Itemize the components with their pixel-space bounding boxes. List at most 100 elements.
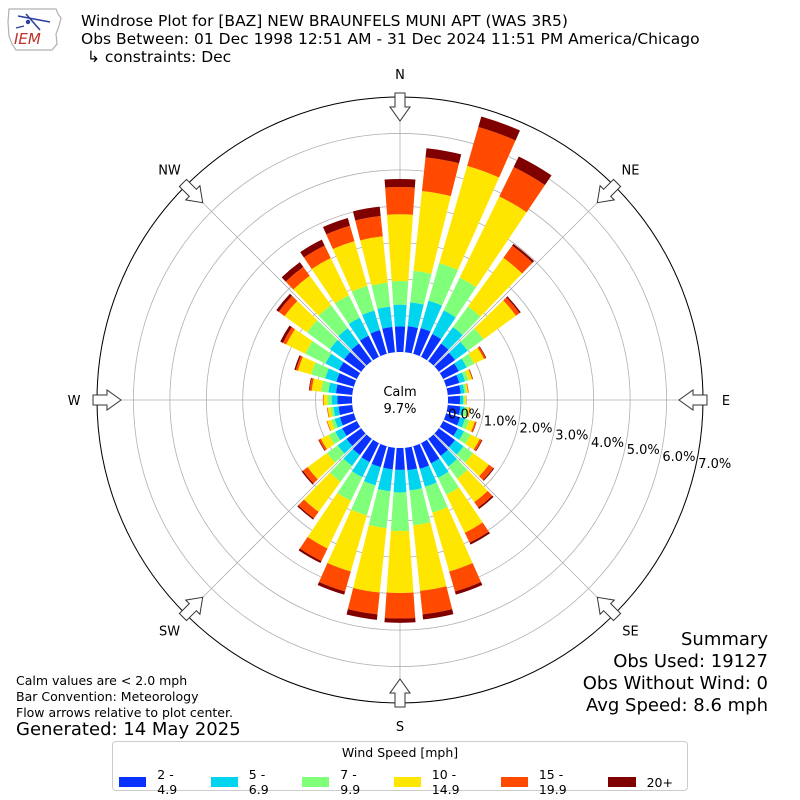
windrose-bar-segment [483, 467, 495, 481]
windrose-bar-segment [331, 395, 338, 405]
windrose-bar-segment [428, 343, 449, 366]
windrose-bar-segment [309, 377, 314, 391]
windrose-bar-segment [339, 413, 357, 426]
windrose-bar-segment [469, 369, 474, 380]
windrose-bar-segment [276, 293, 293, 312]
windrose-bar-segment [473, 438, 482, 451]
radial-tick-label: 5.0% [627, 443, 660, 458]
windrose-bar-segment [384, 592, 416, 619]
windrose-bar-segment [422, 609, 454, 620]
windrose-bar-segment [457, 417, 466, 428]
windrose-bar-segment [298, 499, 319, 519]
summary-obs-used: Obs Used: 19127 [613, 651, 768, 672]
windrose-bar-segment [462, 406, 468, 417]
legend-swatch [302, 777, 330, 787]
windrose-bar-segment [327, 509, 367, 572]
windrose-bar-segment [472, 421, 477, 433]
windrose-bar-segment [468, 369, 473, 380]
generated-date: Generated: 14 May 2025 [16, 719, 241, 740]
windrose-bar-segment [326, 445, 345, 463]
windrose-bar-segment [393, 469, 407, 493]
direction-label: E [722, 394, 730, 409]
windrose-bar-segment [305, 340, 332, 364]
windrose-bar-segment [447, 395, 461, 405]
windrose-bar-segment [421, 333, 442, 361]
windrose-bar-segment [410, 270, 432, 305]
windrose-bar-segment [459, 196, 527, 288]
calm-label: Calm [383, 385, 416, 400]
flow-arrow-icon [178, 596, 204, 622]
legend-item: 2 - 4.9 [119, 767, 197, 797]
summary-avg-speed: Avg Speed: 8.6 mph [586, 695, 768, 716]
windrose-bar-segment [453, 428, 465, 440]
windrose-bar-segment [336, 373, 357, 387]
radial-tick-label: 2.0% [520, 422, 553, 437]
windrose-bar-segment [370, 330, 387, 357]
windrose-bar-segment [294, 355, 301, 371]
windrose-bar-segment [347, 587, 380, 615]
bar-convention-note: Bar Convention: Meteorology [16, 689, 199, 704]
legend-items: 2 - 4.9 5 - 6.9 7 - 9.9 10 - 14.9 15 - 19.9 2… [119, 767, 687, 797]
windrose-bar-segment [441, 326, 463, 350]
windrose-bar-segment [346, 428, 366, 446]
windrose-bar-segment [428, 263, 458, 306]
windrose-bar-segment [446, 405, 461, 415]
windrose-bar-segment [328, 431, 341, 445]
windrose-bar-segment [285, 266, 310, 290]
windrose-bar-segment [459, 395, 464, 405]
windrose-bar-segment [463, 395, 465, 405]
windrose-bar-segment [506, 296, 521, 314]
radial-tick-label: 3.0% [555, 429, 588, 444]
windrose-bar-segment [421, 157, 460, 197]
windrose-bar-segment [329, 458, 353, 482]
windrose-bar-segment [391, 280, 409, 305]
windrose-bar-segment [454, 358, 467, 372]
windrose-bar-segment [474, 490, 493, 508]
windrose-bar-segment [456, 446, 474, 463]
windrose-bar-segment [322, 394, 324, 406]
legend: Wind Speed [mph] 2 - 4.9 5 - 6.9 7 - 9.9 10… [112, 741, 688, 797]
legend-label: 7 - 9.9 [340, 767, 361, 797]
flow-arrow-icon [92, 389, 122, 411]
windrose-bar-segment [465, 369, 473, 381]
iem-logo: IEM [6, 6, 62, 52]
windrose-bar-segment [351, 343, 372, 366]
windrose-bar-segment [421, 439, 440, 464]
windrose-bar-segment [439, 363, 459, 379]
windrose-bar-segment [453, 306, 481, 336]
windrose-bar-segment [424, 482, 448, 513]
windrose-bar-segment [477, 346, 486, 359]
windrose-bar-segment [465, 407, 470, 417]
windrose-bar-segment [311, 362, 329, 379]
notes-block: Calm values are < 2.0 mph Bar Convention… [16, 673, 233, 721]
windrose-bar-segment [443, 374, 460, 387]
windrose-bar-segment [301, 470, 314, 485]
windrose-bar-segment [456, 372, 466, 383]
windrose-bar-segment [308, 377, 312, 391]
windrose-bar-segment [335, 428, 347, 441]
windrose-bar-segment [434, 352, 456, 372]
flow-arrow-icon [178, 178, 204, 204]
windrose-bar-segment [295, 355, 303, 371]
windrose-bar-segment [348, 317, 369, 341]
flow-arrow-icon [678, 389, 708, 411]
windrose-bar-segment [439, 165, 500, 270]
windrose-bar-segment [449, 562, 482, 592]
windrose-bar-segment [371, 282, 391, 309]
legend-label: 20+ [646, 774, 673, 790]
summary-heading: Summary [681, 629, 768, 650]
windrose-bar-segment [437, 471, 460, 495]
windrose-bar-segment [318, 305, 348, 337]
direction-label: N [395, 68, 405, 83]
legend-label: 5 - 6.9 [248, 767, 269, 797]
flow-arrows-note: Flow arrows relative to plot center. [16, 705, 233, 720]
windrose-bar-segment [478, 495, 494, 509]
windrose-bar-segment [383, 446, 395, 470]
windrose-bar-segment [395, 447, 405, 470]
grid-spoke [433, 185, 615, 367]
radial-tick-label: 6.0% [662, 450, 695, 465]
windrose-bar-segment [425, 148, 462, 164]
windrose-bar-segment [311, 378, 324, 392]
